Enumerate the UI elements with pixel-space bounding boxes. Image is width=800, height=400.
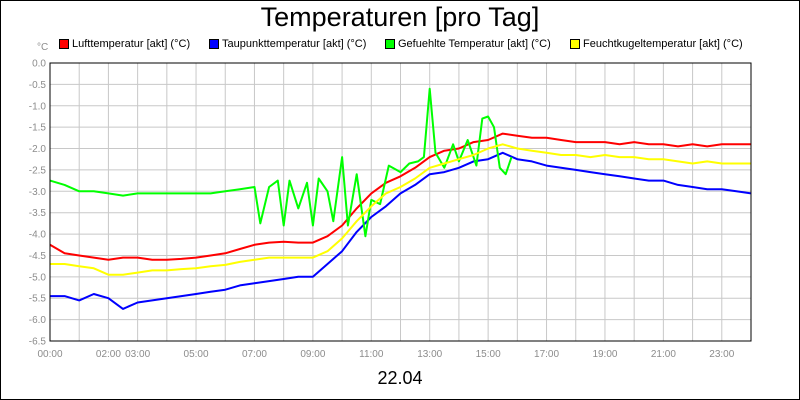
x-tick-label: 05:00 <box>184 349 209 360</box>
x-tick-label: 00:00 <box>37 349 62 360</box>
y-tick-label: -1.0 <box>29 101 47 112</box>
series-line-taupunkttemperatur <box>50 151 752 310</box>
x-tick-label: 23:00 <box>709 349 734 360</box>
x-tick-label: 19:00 <box>592 349 617 360</box>
y-tick-label: 0.0 <box>32 59 46 70</box>
legend-swatch-feuchtkugeltemperatur <box>570 39 580 49</box>
plot-border <box>49 62 752 342</box>
y-tick-label: -3.0 <box>29 187 47 198</box>
legend-item-gefuehlte-temperatur: Gefuehlte Temperatur [akt] (°C) <box>385 38 551 50</box>
x-tick-label: 07:00 <box>242 349 267 360</box>
x-tick-label: 11:00 <box>359 349 384 360</box>
y-tick-label: -5.5 <box>29 294 47 305</box>
y-tick-label: -4.5 <box>29 251 47 262</box>
y-tick-label: -2.5 <box>29 165 47 176</box>
y-tick-label: -6.5 <box>29 337 47 348</box>
y-tick-label: -0.5 <box>29 80 47 91</box>
legend-swatch-gefuehlte-temperatur <box>385 39 395 49</box>
x-tick-label: 02:00 <box>96 349 121 360</box>
legend-item-lufttemperatur: Lufttemperatur [akt] (°C) <box>59 38 190 50</box>
y-tick-label: -4.0 <box>29 230 47 241</box>
legend-item-taupunkttemperatur: Taupunkttemperatur [akt] (°C) <box>209 38 366 50</box>
series-lines <box>49 87 752 310</box>
tick-labels: 0.0 -0.5 -1.0 -1.5 -2.0 -2.5 -3.0 -3.5 -4.0 -4.5 -… <box>29 59 735 361</box>
x-tick-label: 13:00 <box>417 349 442 360</box>
y-tick-label: -6.0 <box>29 315 47 326</box>
legend-swatch-lufttemperatur <box>59 39 69 49</box>
legend-label-lufttemperatur: Lufttemperatur [akt] (°C) <box>72 38 191 50</box>
y-tick-label: -5.0 <box>29 272 47 283</box>
x-tick-label: 15:00 <box>476 349 501 360</box>
legend-label-gefuehlte-temperatur: Gefuehlte Temperatur [akt] (°C) <box>398 38 551 50</box>
chart-title: Temperaturen [pro Tag] <box>260 2 540 32</box>
legend-swatch-taupunkttemperatur <box>209 39 219 49</box>
y-tick-label: -2.0 <box>29 144 47 155</box>
y-tick-label: -1.5 <box>29 123 47 134</box>
legend-label-feuchtkugeltemperatur: Feuchtkugeltemperatur [akt] (°C) <box>583 38 743 50</box>
x-tick-label: 03:00 <box>125 349 150 360</box>
y-tick-label: -3.5 <box>29 208 47 219</box>
x-tick-label: 09:00 <box>300 349 325 360</box>
x-axis-date-label: 22.04 <box>377 368 423 388</box>
legend-label-taupunkttemperatur: Taupunkttemperatur [akt] (°C) <box>222 38 367 50</box>
x-tick-label: 21:00 <box>651 349 676 360</box>
series-line-feuchtkugeltemperatur <box>50 143 751 276</box>
legend-item-feuchtkugeltemperatur: Feuchtkugeltemperatur [akt] (°C) <box>570 38 743 50</box>
series-line-lufttemperatur <box>49 132 751 261</box>
y-axis-unit: °C <box>37 42 49 53</box>
x-tick-label: 17:00 <box>534 349 559 360</box>
series-line-gefuehlte-temperatur <box>49 87 513 238</box>
